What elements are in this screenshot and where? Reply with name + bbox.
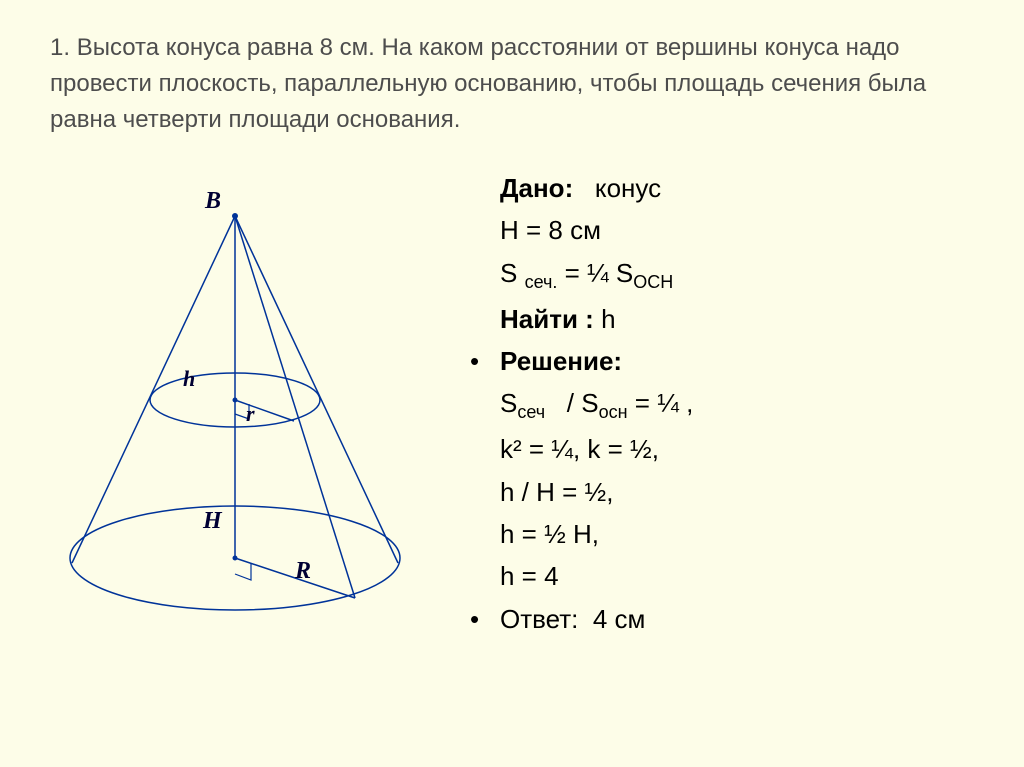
sol-step-1: Sсеч / Sосн = ¼ , [470,383,693,427]
label-R: R [294,558,311,584]
problem-text: Высота конуса равна 8 см. На каком расст… [50,34,926,133]
given-label: Дано: [500,173,573,203]
find-line: Найти : h [470,299,693,339]
given-H: H = 8 см [470,210,693,250]
solution-block: Дано: конус H = 8 см S сеч. = ¼ SОСН Най… [470,168,693,641]
sol-step-5: h = 4 [470,556,693,596]
label-r: r [246,401,255,426]
answer-line: Ответ: 4 см [470,599,693,639]
label-h: h [183,366,195,391]
given-shape: конус [595,173,661,203]
sol-step-4: h = ½ H, [470,514,693,554]
solution-label: Решение: [500,346,622,376]
sol-step-3: h / H = ½, [470,472,693,512]
answer-label: Ответ: [500,604,578,634]
problem-number: 1. [50,34,70,61]
cone-diagram: B h r H R [50,168,430,628]
answer-value: 4 см [593,604,646,634]
solution-header: Решение: [470,341,693,381]
given-S: S сеч. = ¼ SОСН [470,253,693,297]
given-line: Дано: конус [470,168,693,208]
label-H-diag: H [202,508,223,534]
label-B: B [204,188,221,214]
find-var: h [601,304,615,334]
content-row: B h r H R Дано: конус H = 8 см S сеч. = … [50,168,974,641]
problem-statement: 1. Высота конуса равна 8 см. На каком ра… [50,30,974,138]
find-label: Найти : [500,304,594,334]
sol-step-2: k² = ¼, k = ½, [470,429,693,469]
